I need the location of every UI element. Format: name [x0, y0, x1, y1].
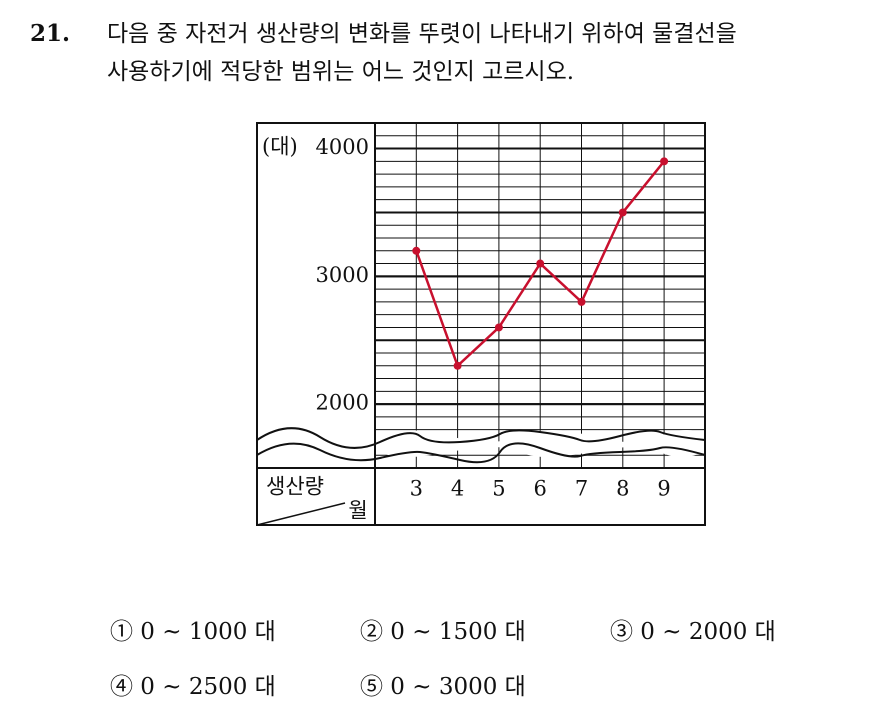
x-tick-label: 3: [410, 477, 423, 501]
y-unit: (대): [262, 135, 298, 159]
chart-frame: 생산량 월 (대): [256, 122, 706, 526]
y-tick-label: 4000: [316, 135, 369, 159]
x-tick-label: 7: [575, 477, 588, 501]
question-number: 21.: [30, 20, 70, 47]
row-label: 생산량: [266, 475, 324, 499]
data-point: [577, 297, 586, 306]
data-point: [618, 208, 627, 217]
data-point: [412, 246, 421, 255]
choice[interactable]: ① 0 ~ 1000 대: [110, 619, 276, 645]
x-tick-label: 4: [451, 477, 464, 501]
question-text: 다음 중 자전거 생산량의 변화를 뚜렷이 나타내기 위하여 물결선을: [107, 21, 737, 47]
x-tick-label: 8: [616, 477, 629, 501]
data-point: [660, 157, 669, 166]
x-tick-label: 5: [492, 477, 505, 501]
column-label: 월: [348, 499, 367, 523]
data-point: [453, 361, 462, 370]
data-point: [536, 259, 545, 268]
choice[interactable]: ② 0 ~ 1500 대: [360, 619, 526, 645]
choice[interactable]: ③ 0 ~ 2000 대: [610, 619, 776, 645]
break-line: [256, 442, 706, 464]
choice[interactable]: ④ 0 ~ 2500 대: [110, 674, 276, 700]
x-tick-label: 9: [657, 477, 670, 501]
choice[interactable]: ⑤ 0 ~ 3000 대: [360, 674, 526, 700]
chart: 2000 3000 4000 3 4 5 6 7 8 9: [316, 122, 705, 501]
diagonal: [256, 502, 346, 526]
frame: [256, 122, 706, 526]
x-tick-label: 6: [534, 477, 547, 501]
question-text: 사용하기에 적당한 범위는 어느 것인지 고르시오.: [107, 59, 574, 85]
y-tick-label: 2000: [316, 391, 369, 415]
data-point: [494, 323, 503, 332]
break-band: [257, 425, 705, 457]
y-tick-label: 3000: [316, 263, 369, 287]
break-line: [256, 427, 706, 449]
